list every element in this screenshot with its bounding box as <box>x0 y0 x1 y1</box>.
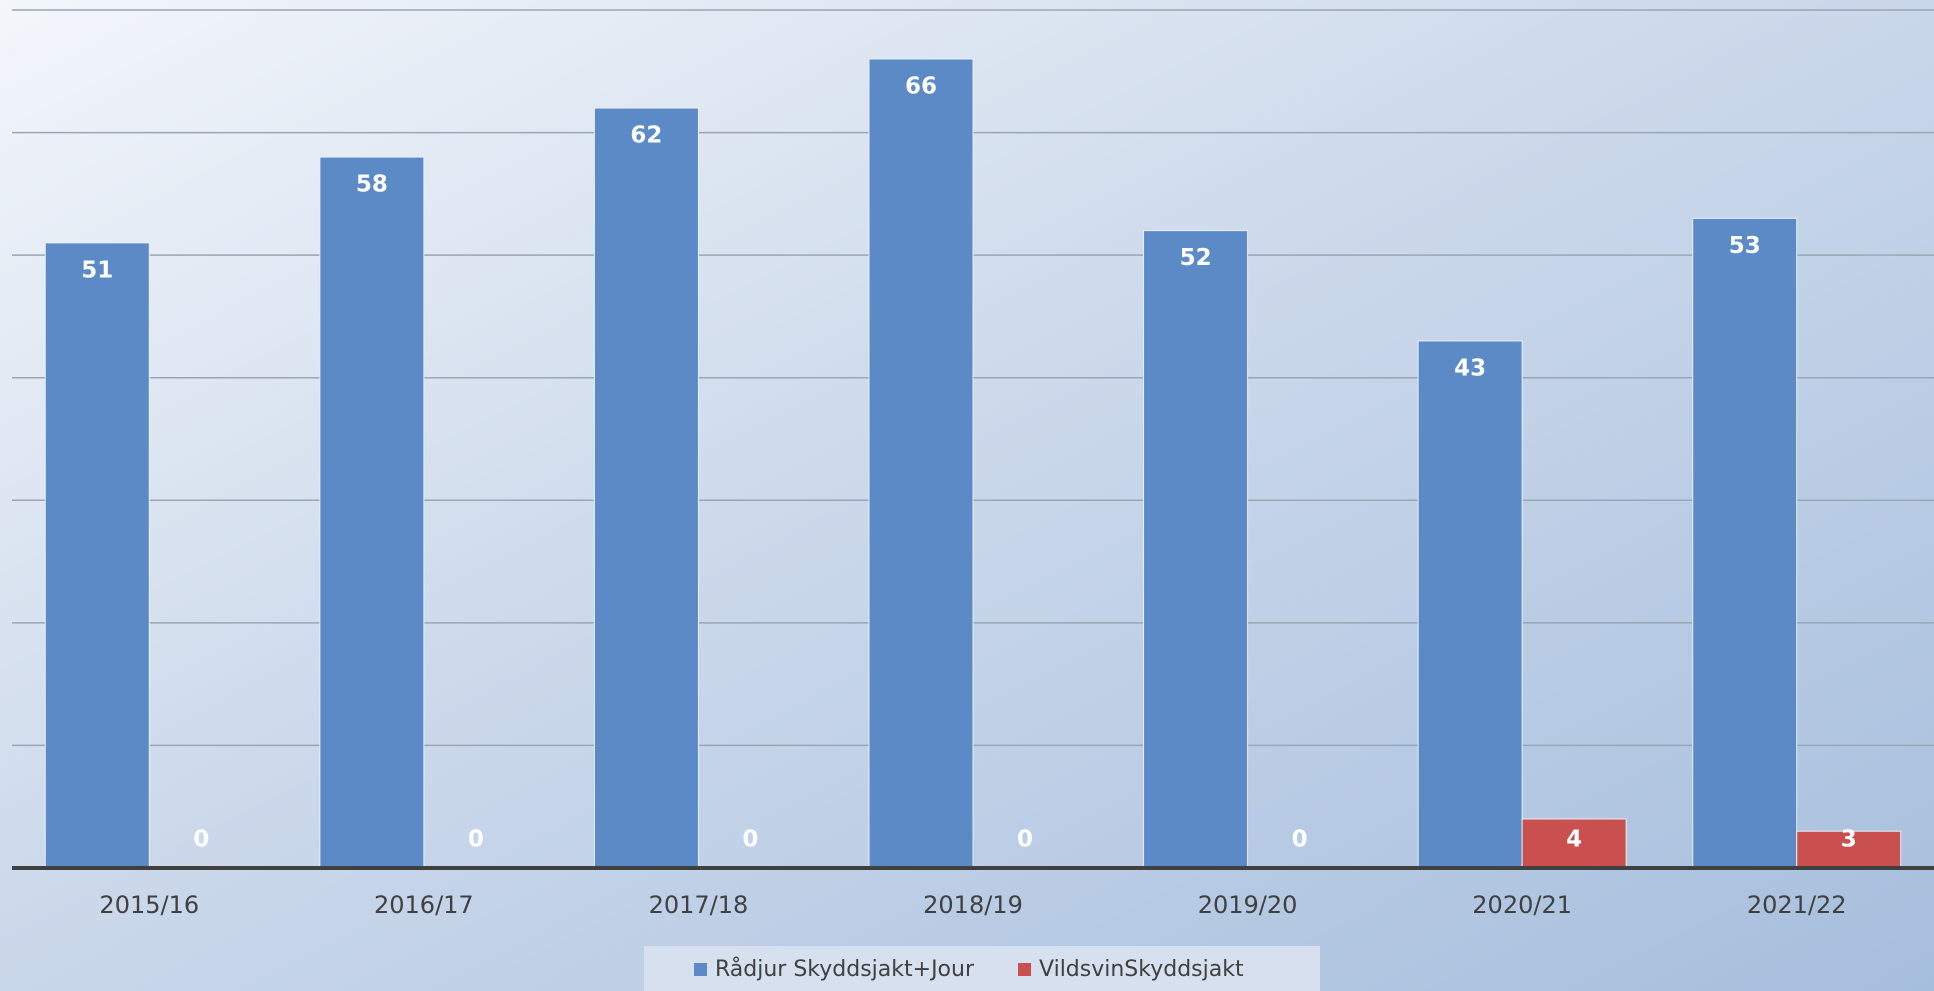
data-label: 58 <box>356 172 388 198</box>
x-tick-label: 2019/20 <box>1198 891 1298 919</box>
data-label: 66 <box>905 74 937 100</box>
data-label: 0 <box>468 827 484 853</box>
bar <box>1143 230 1249 869</box>
bar <box>1417 340 1523 869</box>
bar <box>319 156 425 869</box>
legend-swatch <box>694 963 707 976</box>
x-tick-label: 2015/16 <box>99 891 199 919</box>
x-tick-label: 2016/17 <box>374 891 474 919</box>
x-tick-label: 2021/22 <box>1747 891 1847 919</box>
data-label: 0 <box>193 827 209 853</box>
data-label: 43 <box>1454 355 1486 381</box>
data-label: 0 <box>1017 827 1033 853</box>
legend-swatch <box>1018 963 1032 976</box>
bar <box>593 107 699 869</box>
data-label: 0 <box>742 827 758 853</box>
x-tick-label: 2017/18 <box>649 891 749 919</box>
x-tick-label: 2020/21 <box>1472 891 1572 919</box>
data-label: 51 <box>81 257 113 283</box>
legend-box <box>644 946 1320 991</box>
data-label: 53 <box>1729 233 1761 259</box>
bar <box>1796 830 1902 869</box>
data-label: 4 <box>1566 827 1582 853</box>
bar <box>1692 217 1798 869</box>
data-label: 3 <box>1841 827 1857 853</box>
legend-label: Rådjur Skyddsjakt+Jour <box>715 956 975 982</box>
bar <box>44 242 150 869</box>
data-label: 62 <box>630 123 662 149</box>
bar <box>868 58 974 869</box>
data-label: 52 <box>1180 245 1212 271</box>
x-tick-label: 2018/19 <box>923 891 1023 919</box>
bar <box>1521 818 1627 869</box>
legend-label: VildsvinSkyddsjakt <box>1039 957 1244 982</box>
data-label: 0 <box>1292 827 1308 853</box>
